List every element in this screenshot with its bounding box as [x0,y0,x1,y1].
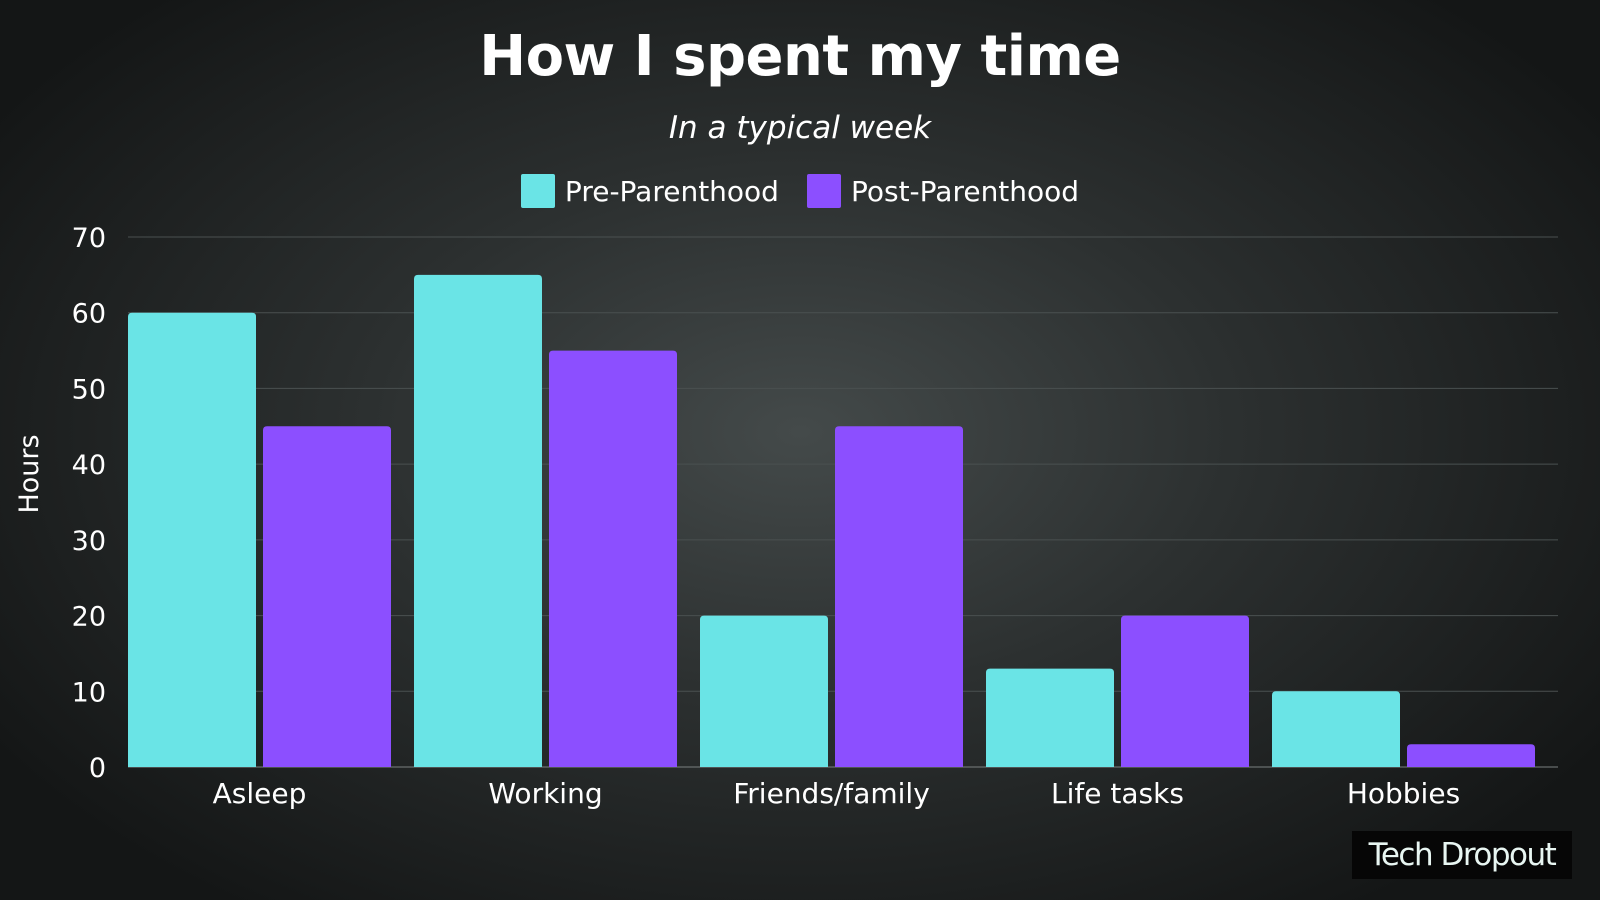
x-tick-label-life-tasks: Life tasks [1051,777,1184,810]
bar-asleep-series-2 [263,426,391,767]
y-axis-label: Hours [14,434,45,513]
bar-life-tasks-series-1 [986,668,1114,767]
bar-asleep-series-1 [128,312,256,767]
x-axis-ticks: Asleep Working Friends/family Life tasks Hob… [213,777,1461,810]
x-tick-label-asleep: Asleep [213,777,307,810]
legend-label-pre-parenthood: Pre-Parenthood [564,174,779,208]
y-tick-label-70: 70 [72,223,106,254]
bar-hobbies-series-1 [1272,691,1400,767]
watermark-text: Tech Dropout [1368,837,1557,873]
bar-working-series-1 [414,274,542,767]
legend-label-post-parenthood: Post-Parenthood [850,174,1080,208]
bar-working-series-2 [549,350,677,767]
legend-item-post-parenthood: Post-Parenthood [806,174,1080,208]
legend: Pre-Parenthood Post-Parenthood [0,174,1600,208]
chart-subtitle: In a typical week [668,110,932,146]
bars [128,274,1535,767]
chart-title: How I spent my time [479,24,1121,89]
y-tick-label-60: 60 [72,299,106,330]
bar-friends-family-series-2 [835,426,963,767]
y-tick-label-0: 0 [89,753,106,784]
y-tick-label-50: 50 [72,374,106,405]
bar-friends-family-series-1 [700,615,828,767]
legend-swatch-post-parenthood [806,174,841,208]
legend-swatch-pre-parenthood [520,174,555,208]
y-tick-label-40: 40 [72,450,106,481]
watermark-logo: Tech Dropout [1352,831,1572,879]
x-tick-label-friends-family: Friends/family [733,777,930,810]
legend-item-pre-parenthood: Pre-Parenthood [520,174,779,208]
y-tick-label-30: 30 [72,526,106,557]
y-tick-label-20: 20 [72,602,106,633]
bar-hobbies-series-2 [1407,744,1535,767]
x-tick-label-hobbies: Hobbies [1347,777,1460,810]
x-tick-label-working: Working [488,777,602,810]
bar-life-tasks-series-2 [1121,615,1249,767]
y-tick-label-10: 10 [72,677,106,708]
y-axis-ticks: 0 10 20 30 40 50 60 70 [72,223,106,784]
